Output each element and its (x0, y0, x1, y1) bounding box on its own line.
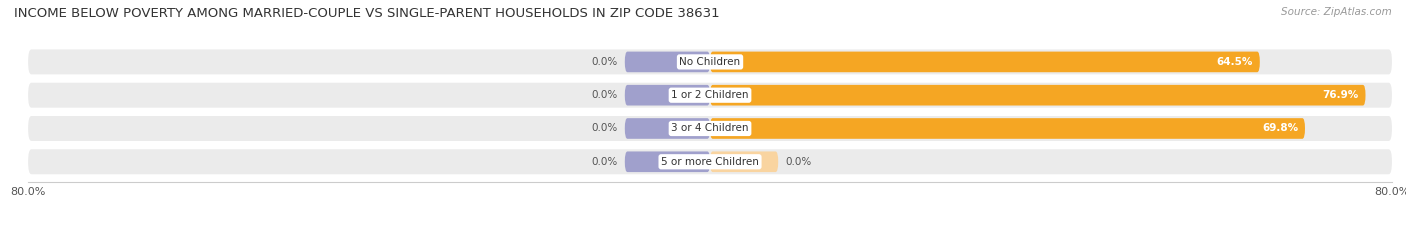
FancyBboxPatch shape (710, 51, 1260, 72)
Text: 69.8%: 69.8% (1263, 123, 1298, 134)
Text: INCOME BELOW POVERTY AMONG MARRIED-COUPLE VS SINGLE-PARENT HOUSEHOLDS IN ZIP COD: INCOME BELOW POVERTY AMONG MARRIED-COUPL… (14, 7, 720, 20)
FancyBboxPatch shape (28, 149, 1392, 174)
FancyBboxPatch shape (624, 85, 710, 106)
Text: 0.0%: 0.0% (592, 57, 619, 67)
Text: Source: ZipAtlas.com: Source: ZipAtlas.com (1281, 7, 1392, 17)
FancyBboxPatch shape (710, 151, 779, 172)
Text: 0.0%: 0.0% (592, 157, 619, 167)
FancyBboxPatch shape (28, 49, 1392, 74)
Text: 5 or more Children: 5 or more Children (661, 157, 759, 167)
Text: 76.9%: 76.9% (1323, 90, 1358, 100)
FancyBboxPatch shape (624, 118, 710, 139)
FancyBboxPatch shape (28, 116, 1392, 141)
Text: 3 or 4 Children: 3 or 4 Children (671, 123, 749, 134)
Text: 64.5%: 64.5% (1216, 57, 1253, 67)
Text: 0.0%: 0.0% (592, 123, 619, 134)
FancyBboxPatch shape (28, 83, 1392, 108)
Text: 1 or 2 Children: 1 or 2 Children (671, 90, 749, 100)
FancyBboxPatch shape (624, 51, 710, 72)
Text: 0.0%: 0.0% (785, 157, 811, 167)
Text: 0.0%: 0.0% (592, 90, 619, 100)
Text: No Children: No Children (679, 57, 741, 67)
FancyBboxPatch shape (624, 151, 710, 172)
FancyBboxPatch shape (710, 85, 1365, 106)
FancyBboxPatch shape (710, 118, 1305, 139)
